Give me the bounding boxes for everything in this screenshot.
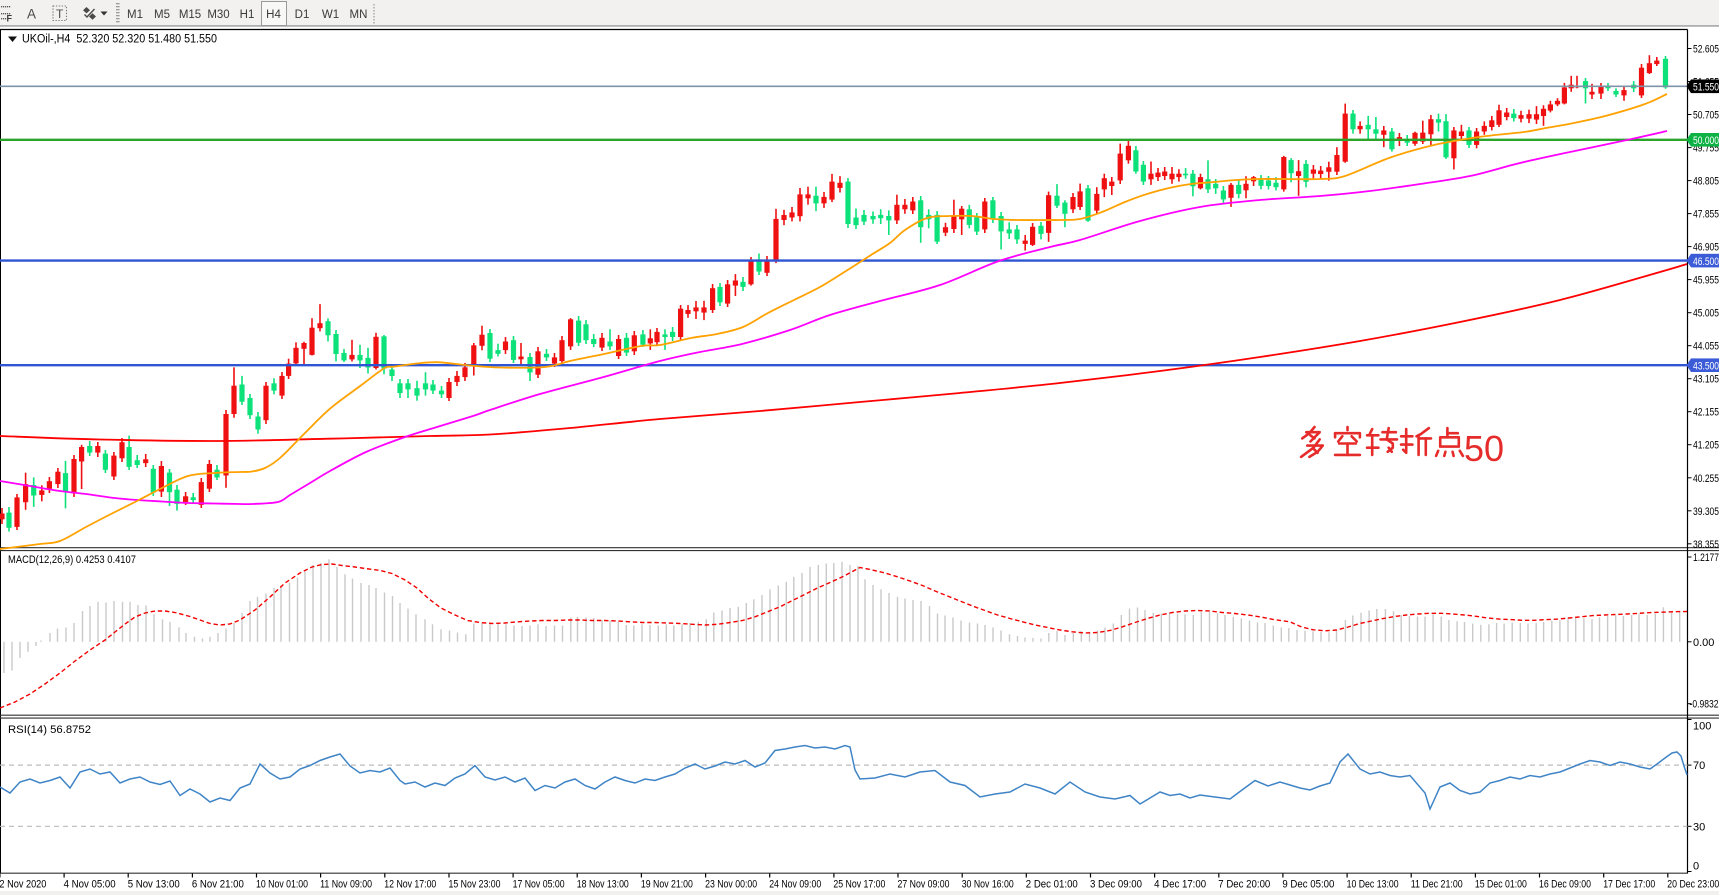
svg-text:17 Dec 17:00: 17 Dec 17:00 (1603, 879, 1655, 891)
svg-text:100: 100 (1693, 721, 1711, 733)
svg-text:30: 30 (1693, 821, 1705, 833)
svg-text:2 Nov 2020: 2 Nov 2020 (0, 879, 46, 891)
svg-text:43.105: 43.105 (1693, 374, 1719, 386)
svg-text:7 Dec 20:00: 7 Dec 20:00 (1218, 879, 1270, 891)
svg-text:70: 70 (1693, 760, 1705, 772)
svg-text:2 Dec 01:00: 2 Dec 01:00 (1026, 879, 1078, 891)
svg-text:0: 0 (1693, 860, 1699, 872)
svg-text:M1: M1 (127, 9, 143, 21)
svg-text:43.500: 43.500 (1693, 360, 1719, 372)
svg-text:15 Nov 23:00: 15 Nov 23:00 (449, 879, 501, 891)
svg-text:38.355: 38.355 (1693, 539, 1719, 551)
svg-text:45.955: 45.955 (1693, 275, 1719, 287)
svg-text:3 Dec 09:00: 3 Dec 09:00 (1090, 879, 1142, 891)
svg-text:24 Nov 09:00: 24 Nov 09:00 (769, 879, 821, 891)
svg-text:50: 50 (1464, 428, 1504, 469)
svg-text:11 Dec 21:00: 11 Dec 21:00 (1411, 879, 1463, 891)
svg-text:1.2177: 1.2177 (1693, 552, 1719, 564)
svg-text:11 Nov 09:00: 11 Nov 09:00 (320, 879, 372, 891)
svg-text:W1: W1 (322, 9, 339, 21)
svg-text:M5: M5 (154, 9, 170, 21)
svg-text:30 Nov 16:00: 30 Nov 16:00 (962, 879, 1014, 891)
svg-text:A: A (27, 7, 36, 22)
svg-text:46.500: 46.500 (1693, 256, 1719, 268)
svg-text:MN: MN (350, 9, 368, 21)
svg-text:12 Nov 17:00: 12 Nov 17:00 (384, 879, 436, 891)
svg-text:9 Dec 05:00: 9 Dec 05:00 (1282, 879, 1334, 891)
svg-text:T: T (56, 7, 64, 21)
svg-text:D1: D1 (295, 9, 310, 21)
svg-text:40.255: 40.255 (1693, 473, 1719, 485)
svg-text:10 Nov 01:00: 10 Nov 01:00 (256, 879, 308, 891)
svg-text:15 Dec 01:00: 15 Dec 01:00 (1475, 879, 1527, 891)
svg-text:41.205: 41.205 (1693, 440, 1719, 452)
svg-text:5 Nov 13:00: 5 Nov 13:00 (128, 879, 180, 891)
svg-text:F: F (7, 14, 13, 24)
svg-text:51.550: 51.550 (1693, 82, 1719, 94)
svg-text:42.155: 42.155 (1693, 407, 1719, 419)
svg-text:0.00: 0.00 (1693, 637, 1714, 649)
svg-text:45.005: 45.005 (1693, 308, 1719, 320)
svg-text:19 Nov 21:00: 19 Nov 21:00 (641, 879, 693, 891)
svg-text:50.705: 50.705 (1693, 110, 1719, 122)
svg-text:48.805: 48.805 (1693, 176, 1719, 188)
svg-text:44.055: 44.055 (1693, 341, 1719, 353)
svg-text:M30: M30 (207, 9, 229, 21)
svg-text:50.000: 50.000 (1693, 135, 1719, 147)
svg-text:47.855: 47.855 (1693, 209, 1719, 221)
svg-text:6 Nov 21:00: 6 Nov 21:00 (192, 879, 244, 891)
svg-text:4 Nov 05:00: 4 Nov 05:00 (64, 879, 116, 891)
svg-text:25 Nov 17:00: 25 Nov 17:00 (833, 879, 885, 891)
svg-text:H1: H1 (240, 9, 255, 21)
svg-text:39.305: 39.305 (1693, 506, 1719, 518)
svg-text:17 Nov 05:00: 17 Nov 05:00 (513, 879, 565, 891)
svg-text:27 Nov 09:00: 27 Nov 09:00 (898, 879, 950, 891)
svg-text:M15: M15 (179, 9, 201, 21)
svg-text:UKOil-,H4 52.320 52.320 51.48: UKOil-,H4 52.320 52.320 51.480 51.550 (22, 34, 217, 46)
svg-text:16 Dec 09:00: 16 Dec 09:00 (1539, 879, 1591, 891)
svg-text:20 Dec 23:00: 20 Dec 23:00 (1667, 879, 1719, 891)
svg-text:46.905: 46.905 (1693, 242, 1719, 254)
svg-text:10 Dec 13:00: 10 Dec 13:00 (1347, 879, 1399, 891)
svg-text:23 Nov 00:00: 23 Nov 00:00 (705, 879, 757, 891)
svg-text:H4: H4 (266, 9, 281, 21)
svg-text:-0.9832: -0.9832 (1690, 699, 1719, 711)
svg-text:MACD(12,26,9) 0.4253 0.4107: MACD(12,26,9) 0.4253 0.4107 (8, 554, 136, 566)
svg-text:4 Dec 17:00: 4 Dec 17:00 (1154, 879, 1206, 891)
svg-text:18 Nov 13:00: 18 Nov 13:00 (577, 879, 629, 891)
svg-text:52.605: 52.605 (1693, 44, 1719, 56)
svg-text:RSI(14) 56.8752: RSI(14) 56.8752 (8, 724, 91, 736)
